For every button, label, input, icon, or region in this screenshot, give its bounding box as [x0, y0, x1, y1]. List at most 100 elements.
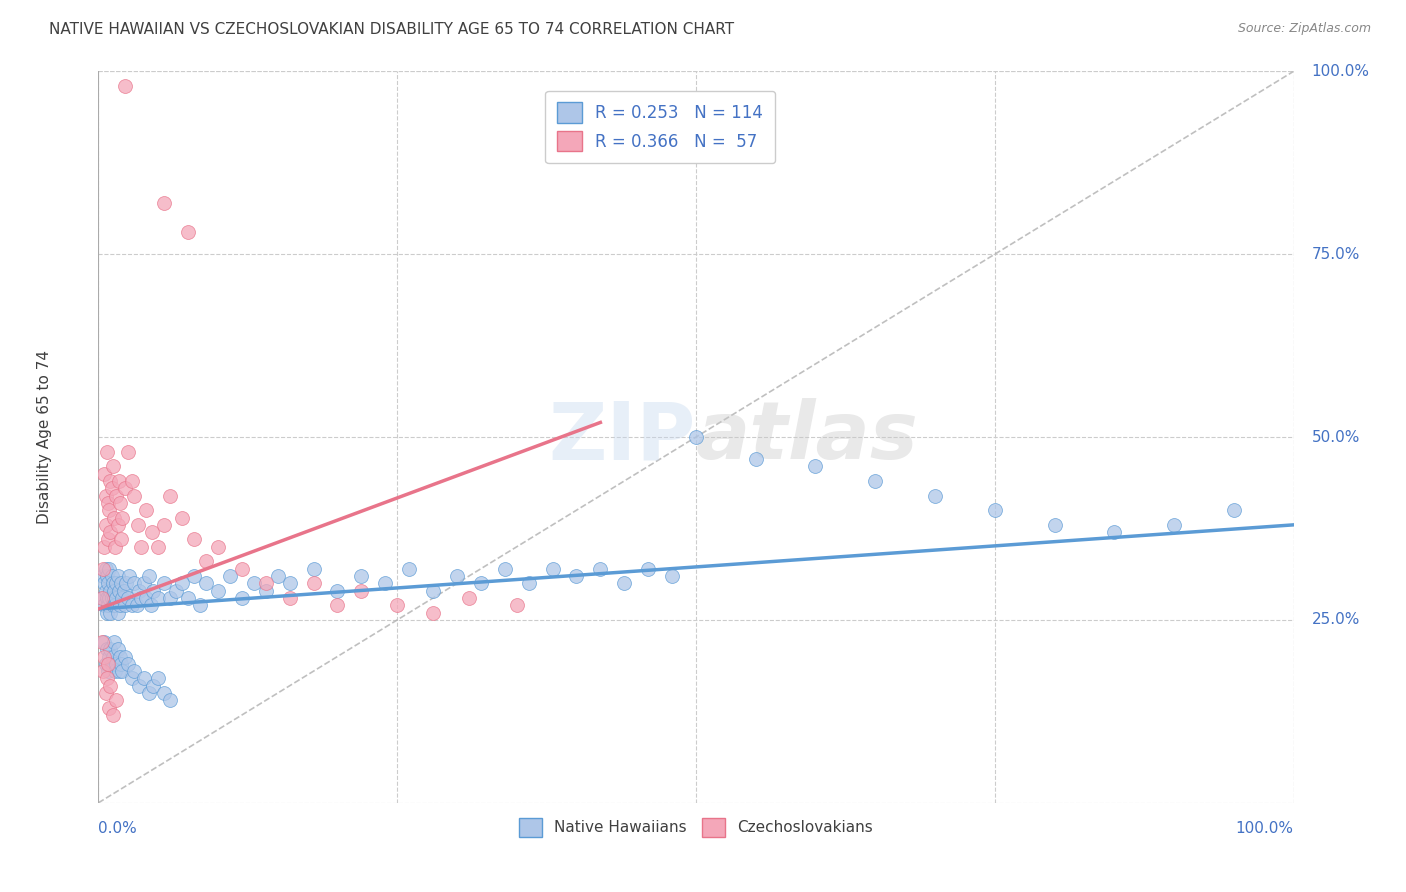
Point [94, 657, 117, 671]
Point [541, 562, 564, 576]
Point [107, 664, 129, 678]
Point [97, 533, 120, 547]
Point [1104, 525, 1126, 540]
Point [685, 430, 707, 444]
Point [118, 569, 141, 583]
Point [1223, 503, 1246, 517]
Point [107, 642, 129, 657]
Text: NATIVE HAWAIIAN VS CZECHOSLOVAKIAN DISABILITY AGE 65 TO 74 CORRELATION CHART: NATIVE HAWAIIAN VS CZECHOSLOVAKIAN DISAB… [49, 22, 734, 37]
Point [101, 599, 124, 613]
Point [172, 510, 194, 524]
Point [98, 642, 122, 657]
Point [350, 583, 373, 598]
Point [100, 481, 122, 495]
Point [398, 562, 420, 576]
Point [107, 569, 129, 583]
Point [177, 225, 200, 239]
Point [148, 540, 170, 554]
Point [94, 686, 117, 700]
Point [139, 599, 162, 613]
Point [97, 599, 120, 613]
Point [446, 569, 468, 583]
Point [97, 664, 120, 678]
Point [107, 583, 129, 598]
Point [98, 562, 121, 576]
Point [112, 583, 135, 598]
Point [302, 576, 325, 591]
Text: 25.0%: 25.0% [1312, 613, 1360, 627]
Point [661, 569, 683, 583]
Point [105, 489, 128, 503]
Text: Source: ZipAtlas.com: Source: ZipAtlas.com [1237, 22, 1371, 36]
Point [132, 672, 155, 686]
Point [183, 569, 205, 583]
Point [385, 599, 409, 613]
Point [117, 444, 139, 458]
Point [131, 591, 153, 605]
Point [613, 576, 636, 591]
Point [114, 481, 136, 495]
Point [103, 510, 125, 524]
Point [93, 540, 115, 554]
Point [124, 489, 146, 503]
Point [153, 196, 176, 211]
Point [165, 583, 187, 598]
Point [96, 569, 118, 583]
Point [183, 533, 205, 547]
Point [107, 474, 129, 488]
Point [132, 576, 155, 591]
Point [326, 599, 349, 613]
Text: 100.0%: 100.0% [1236, 821, 1294, 836]
Point [131, 540, 153, 554]
Point [96, 642, 118, 657]
Point [231, 562, 253, 576]
Point [517, 576, 540, 591]
Point [117, 657, 139, 671]
Point [637, 562, 659, 576]
Point [267, 569, 290, 583]
Point [100, 591, 122, 605]
Point [110, 576, 132, 591]
Point [98, 606, 122, 620]
Point [984, 503, 1007, 517]
Point [125, 599, 148, 613]
Point [135, 591, 157, 605]
Point [101, 708, 124, 723]
Point [100, 657, 122, 671]
Point [96, 444, 118, 458]
Point [103, 591, 125, 605]
Point [142, 583, 165, 598]
Point [128, 679, 150, 693]
Point [98, 583, 122, 598]
Point [111, 510, 134, 524]
Point [745, 452, 768, 467]
Point [159, 591, 181, 605]
Point [138, 569, 160, 583]
Point [148, 672, 170, 686]
Point [114, 649, 136, 664]
Point [804, 459, 827, 474]
Point [97, 576, 120, 591]
Point [104, 664, 127, 678]
Point [195, 554, 218, 568]
Point [96, 672, 118, 686]
Point [91, 569, 114, 583]
Text: 0.0%: 0.0% [98, 821, 138, 836]
Point [121, 474, 143, 488]
Point [101, 576, 124, 591]
Point [96, 606, 118, 620]
Point [93, 649, 115, 664]
Point [107, 606, 129, 620]
Point [219, 569, 242, 583]
Point [105, 591, 128, 605]
Point [350, 569, 373, 583]
Text: 50.0%: 50.0% [1312, 430, 1360, 444]
Point [1163, 517, 1185, 532]
Point [374, 576, 396, 591]
Point [117, 591, 139, 605]
Point [108, 599, 131, 613]
Point [98, 591, 121, 605]
Point [121, 599, 143, 613]
Point [302, 562, 325, 576]
Point [93, 576, 115, 591]
